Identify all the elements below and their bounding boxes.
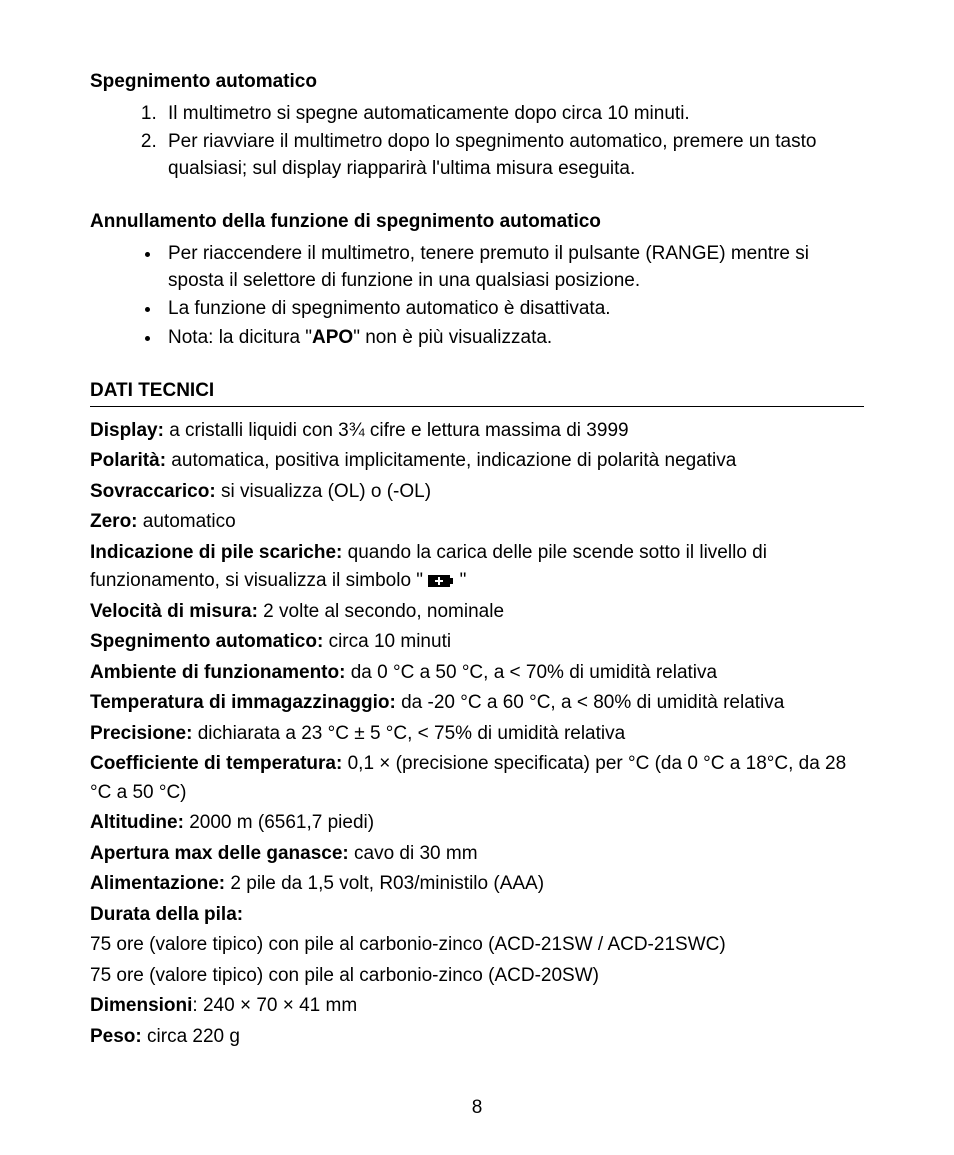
heading-auto-off: Spegnimento automatico — [90, 70, 864, 95]
section-tech-data: DATI TECNICI Display: a cristalli liquid… — [90, 380, 864, 1052]
spec-display: Display: a cristalli liquidi con 3¾ cifr… — [90, 417, 864, 446]
spec-value: da -20 °C a 60 °C, a < 80% di umidità re… — [396, 692, 785, 713]
spec-value-after: " — [454, 570, 466, 591]
spec-value: automatica, positiva implicitamente, ind… — [166, 450, 736, 471]
spec-measure-rate: Velocità di misura: 2 volte al secondo, … — [90, 598, 864, 627]
section-auto-off: Spegnimento automatico Il multimetro si … — [90, 70, 864, 182]
spec-label: Alimentazione: — [90, 873, 225, 894]
spec-battery-life-label: Durata della pila: — [90, 901, 864, 930]
spec-altitude: Altitudine: 2000 m (6561,7 piedi) — [90, 809, 864, 838]
spec-label: Coefficiente di temperatura: — [90, 753, 342, 774]
spec-dimensions: Dimensioni: 240 × 70 × 41 mm — [90, 992, 864, 1021]
spec-value: circa 220 g — [142, 1026, 240, 1047]
spec-label: Zero: — [90, 511, 138, 532]
spec-label: Apertura max delle ganasce: — [90, 843, 349, 864]
spec-value: da 0 °C a 50 °C, a < 70% di umidità rela… — [345, 662, 717, 683]
spec-label: Indicazione di pile scariche: — [90, 542, 342, 563]
spec-label: Sovraccarico: — [90, 481, 216, 502]
cancel-auto-off-list: Per riaccendere il multimetro, tenere pr… — [162, 241, 864, 351]
spec-value: 2 pile da 1,5 volt, R03/ministilo (AAA) — [225, 873, 544, 894]
spec-value: 2000 m (6561,7 piedi) — [184, 812, 374, 833]
battery-icon — [428, 574, 454, 588]
spec-label: Dimensioni — [90, 995, 192, 1016]
note-prefix: Nota: la dicitura " — [168, 327, 312, 348]
spec-value: : 240 × 70 × 41 mm — [192, 995, 357, 1016]
spec-battery-line2: 75 ore (valore tipico) con pile al carbo… — [90, 962, 864, 991]
spec-value: 2 volte al secondo, nominale — [258, 601, 504, 622]
spec-label: Temperatura di immagazzinaggio: — [90, 692, 396, 713]
spec-value: a cristalli liquidi con 3¾ cifre e lettu… — [164, 420, 629, 441]
spec-label: Precisione: — [90, 723, 192, 744]
list-item: Per riaccendere il multimetro, tenere pr… — [162, 241, 864, 294]
spec-power: Alimentazione: 2 pile da 1,5 volt, R03/m… — [90, 870, 864, 899]
spec-auto-off: Spegnimento automatico: circa 10 minuti — [90, 628, 864, 657]
spec-temp-coeff: Coefficiente di temperatura: 0,1 × (prec… — [90, 750, 864, 807]
section-cancel-auto-off: Annullamento della funzione di spegnimen… — [90, 210, 864, 351]
spec-accuracy: Precisione: dichiarata a 23 °C ± 5 °C, <… — [90, 720, 864, 749]
spec-operating-env: Ambiente di funzionamento: da 0 °C a 50 … — [90, 659, 864, 688]
spec-low-battery: Indicazione di pile scariche: quando la … — [90, 539, 864, 596]
spec-value: si visualizza (OL) o (-OL) — [216, 481, 431, 502]
spec-label: Display: — [90, 420, 164, 441]
spec-label: Durata della pila: — [90, 904, 243, 925]
divider — [90, 406, 864, 407]
spec-label: Ambiente di funzionamento: — [90, 662, 345, 683]
page-number: 8 — [0, 1097, 954, 1119]
spec-weight: Peso: circa 220 g — [90, 1023, 864, 1052]
spec-label: Altitudine: — [90, 812, 184, 833]
list-item: Per riavviare il multimetro dopo lo speg… — [162, 129, 864, 182]
spec-value: cavo di 30 mm — [349, 843, 478, 864]
spec-label: Spegnimento automatico: — [90, 631, 323, 652]
spec-value: dichiarata a 23 °C ± 5 °C, < 75% di umid… — [192, 723, 625, 744]
spec-storage-temp: Temperatura di immagazzinaggio: da -20 °… — [90, 689, 864, 718]
spec-label: Peso: — [90, 1026, 142, 1047]
spec-jaw-opening: Apertura max delle ganasce: cavo di 30 m… — [90, 840, 864, 869]
list-item: Il multimetro si spegne automaticamente … — [162, 101, 864, 128]
note-apo: APO — [312, 327, 353, 348]
spec-label: Velocità di misura: — [90, 601, 258, 622]
spec-polarity: Polarità: automatica, positiva implicita… — [90, 447, 864, 476]
spec-overload: Sovraccarico: si visualizza (OL) o (-OL) — [90, 478, 864, 507]
spec-battery-line1: 75 ore (valore tipico) con pile al carbo… — [90, 931, 864, 960]
auto-off-list: Il multimetro si spegne automaticamente … — [162, 101, 864, 183]
spec-zero: Zero: automatico — [90, 508, 864, 537]
heading-cancel-auto-off: Annullamento della funzione di spegnimen… — [90, 210, 864, 235]
list-item: La funzione di spegnimento automatico è … — [162, 296, 864, 323]
spec-value: automatico — [138, 511, 236, 532]
note-suffix: " non è più visualizzata. — [353, 327, 552, 348]
heading-tech-data: DATI TECNICI — [90, 380, 864, 402]
spec-label: Polarità: — [90, 450, 166, 471]
spec-value: circa 10 minuti — [323, 631, 451, 652]
list-item: Nota: la dicitura "APO" non è più visual… — [162, 325, 864, 352]
